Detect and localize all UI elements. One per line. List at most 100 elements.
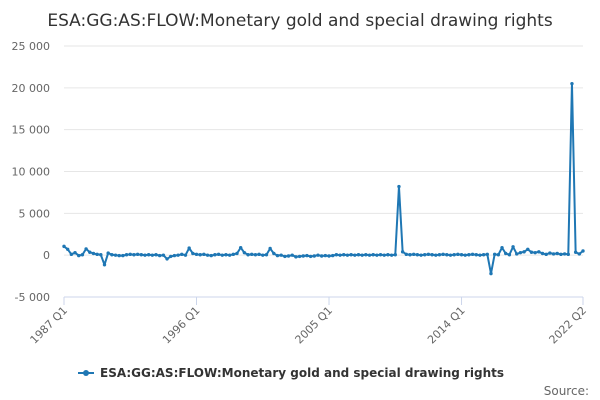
data-point[interactable] [117, 253, 121, 258]
data-point[interactable] [478, 253, 482, 257]
data-point[interactable] [216, 252, 221, 257]
data-point[interactable] [504, 251, 508, 256]
data-point[interactable] [551, 252, 556, 256]
data-point[interactable] [345, 253, 350, 257]
data-point[interactable] [408, 253, 412, 257]
data-point[interactable] [257, 252, 261, 257]
data-point[interactable] [518, 250, 523, 255]
data-point[interactable] [389, 253, 394, 257]
data-point[interactable] [393, 253, 397, 257]
data-point[interactable] [88, 250, 92, 254]
data-point[interactable] [253, 253, 258, 257]
data-point[interactable] [526, 247, 530, 252]
data-point[interactable] [470, 252, 475, 257]
data-point[interactable] [84, 247, 88, 251]
data-point[interactable] [124, 253, 129, 257]
data-point[interactable] [423, 253, 427, 257]
data-point[interactable] [250, 252, 254, 257]
data-point[interactable] [301, 254, 305, 258]
data-point[interactable] [135, 252, 140, 257]
data-point[interactable] [80, 253, 85, 257]
data-point[interactable] [437, 253, 442, 257]
data-point[interactable] [165, 257, 169, 261]
data-point[interactable] [371, 253, 375, 257]
data-point[interactable] [319, 254, 324, 258]
data-point[interactable] [397, 184, 401, 189]
data-point[interactable] [386, 253, 390, 257]
data-point[interactable] [106, 251, 110, 255]
data-point[interactable] [349, 253, 353, 257]
data-point[interactable] [242, 250, 247, 255]
data-point[interactable] [261, 253, 265, 257]
data-point[interactable] [566, 252, 570, 257]
data-point[interactable] [180, 252, 184, 257]
data-point[interactable] [202, 252, 206, 257]
data-point[interactable] [176, 253, 180, 257]
data-point[interactable] [485, 252, 489, 257]
data-point[interactable] [367, 253, 372, 257]
data-point[interactable] [264, 253, 269, 257]
data-point[interactable] [77, 253, 81, 258]
data-point[interactable] [279, 253, 283, 257]
data-point[interactable] [375, 253, 379, 257]
data-point[interactable] [128, 252, 132, 257]
data-point[interactable] [316, 253, 320, 257]
data-point[interactable] [73, 250, 77, 255]
data-point[interactable] [91, 251, 96, 256]
data-point[interactable] [158, 253, 162, 258]
data-point[interactable] [353, 253, 357, 257]
data-point[interactable] [500, 245, 504, 250]
data-point[interactable] [231, 252, 236, 257]
data-point[interactable] [220, 253, 224, 257]
data-point[interactable] [169, 254, 173, 259]
data-point[interactable] [492, 252, 497, 257]
data-point[interactable] [191, 251, 195, 256]
data-point[interactable] [312, 254, 316, 258]
data-point[interactable] [434, 253, 438, 257]
data-point[interactable] [143, 253, 147, 257]
data-point[interactable] [459, 253, 464, 257]
data-point[interactable] [415, 253, 420, 257]
data-point[interactable] [235, 251, 239, 256]
data-point[interactable] [327, 254, 331, 258]
data-point[interactable] [297, 254, 302, 259]
data-point[interactable] [272, 251, 276, 256]
data-point[interactable] [213, 253, 217, 257]
data-point[interactable] [146, 253, 151, 257]
data-point[interactable] [529, 250, 534, 254]
data-point[interactable] [544, 252, 548, 257]
data-point[interactable] [150, 253, 155, 257]
data-point[interactable] [507, 253, 512, 257]
data-point[interactable] [419, 253, 423, 257]
data-point[interactable] [540, 251, 545, 256]
data-point[interactable] [102, 263, 107, 267]
data-point[interactable] [286, 254, 291, 258]
data-point[interactable] [205, 253, 210, 257]
data-point[interactable] [404, 252, 409, 257]
data-point[interactable] [382, 253, 386, 257]
data-point[interactable] [62, 244, 66, 249]
data-point[interactable] [555, 251, 559, 256]
data-point[interactable] [331, 253, 335, 258]
data-point[interactable] [268, 246, 272, 251]
data-point[interactable] [522, 250, 526, 254]
data-point[interactable] [511, 245, 515, 249]
data-point[interactable] [364, 253, 368, 257]
data-point[interactable] [515, 252, 519, 256]
data-point[interactable] [467, 253, 471, 257]
data-point[interactable] [113, 253, 118, 257]
data-point[interactable] [474, 253, 478, 257]
data-point[interactable] [95, 252, 99, 257]
data-point[interactable] [533, 250, 537, 255]
data-point[interactable] [227, 253, 232, 257]
data-point[interactable] [496, 253, 501, 257]
data-point[interactable] [194, 252, 199, 257]
data-point[interactable] [294, 255, 298, 259]
data-point[interactable] [360, 253, 364, 257]
data-point[interactable] [209, 253, 213, 258]
data-point[interactable] [577, 252, 582, 256]
data-point[interactable] [445, 253, 449, 257]
data-point[interactable] [334, 253, 339, 257]
data-point[interactable] [187, 246, 191, 250]
data-point[interactable] [308, 254, 313, 259]
